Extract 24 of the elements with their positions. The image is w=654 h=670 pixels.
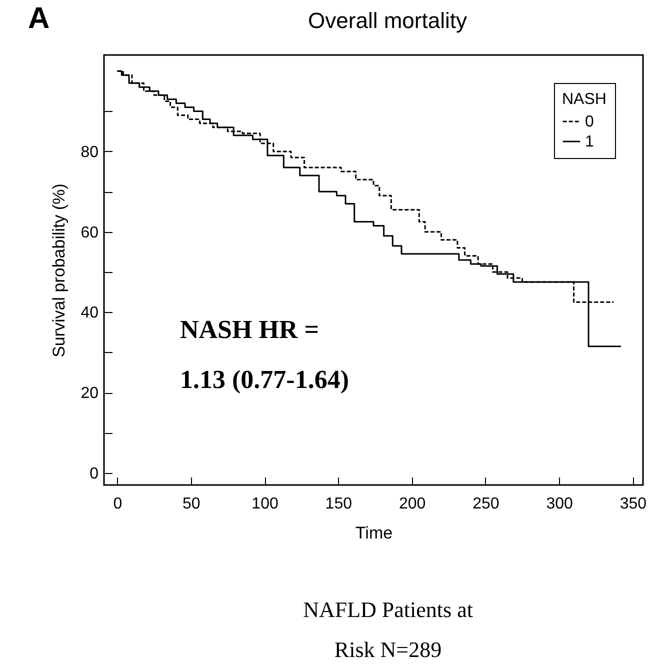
- y-tick-label: 0: [90, 465, 99, 482]
- x-tick-label: 250: [472, 496, 500, 512]
- text: A: [28, 2, 50, 35]
- x-tick-label: 0: [113, 496, 122, 512]
- text: NAFLD Patients at: [303, 597, 473, 622]
- legend-title: NASH: [562, 91, 606, 108]
- y-tick-label: 80: [80, 144, 99, 161]
- x-tick-label: 300: [546, 496, 574, 512]
- chart-title: Overall mortality: [308, 8, 467, 33]
- x-tick-label: 100: [252, 496, 278, 512]
- text: Risk N=289: [334, 637, 442, 662]
- x-tick-label: 200: [398, 496, 426, 512]
- y-tick-label: 20: [80, 385, 99, 402]
- legend-label: 0: [585, 114, 594, 130]
- x-tick-label: 350: [620, 496, 647, 512]
- x-axis-title: Time: [355, 524, 393, 542]
- legend-label: 1: [585, 134, 594, 150]
- y-tick-label: 60: [80, 224, 99, 242]
- x-tick-label: 50: [182, 496, 200, 512]
- annotation: 1.13 (0.77-1.64): [180, 365, 349, 394]
- x-tick-label: 150: [325, 496, 352, 512]
- annotation: NASH HR =: [180, 315, 320, 344]
- y-tick-label: 40: [80, 304, 99, 322]
- y-axis-title: Survival probability (%): [50, 184, 69, 358]
